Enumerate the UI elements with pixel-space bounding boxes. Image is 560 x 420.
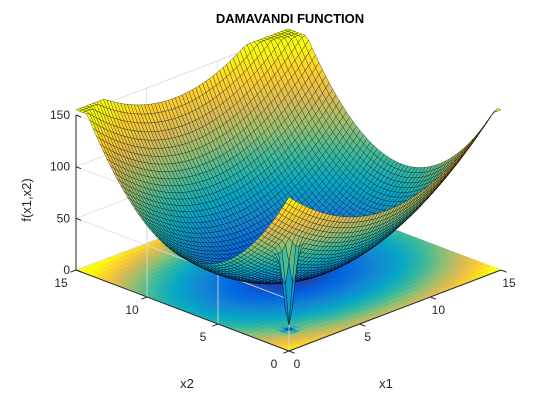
x-tick-mark: [430, 296, 437, 300]
z-tick-mark: [75, 217, 82, 221]
x-tick-mark: [500, 269, 507, 273]
y-tick-mark: [283, 350, 290, 354]
axes: [70, 114, 507, 354]
z-grid-line-left: [75, 217, 290, 300]
y-tick-mark: [212, 323, 219, 327]
z-tick-mark: [75, 269, 82, 273]
x-tick-mark: [359, 323, 366, 327]
x-tick-mark: [288, 350, 295, 354]
surface-cell: [487, 112, 495, 122]
y-tick-mark: [141, 296, 148, 300]
y-tick-mark: [70, 269, 77, 273]
surface-cell: [490, 110, 498, 117]
y-axis-line: [75, 269, 290, 352]
x-axis-line: [288, 269, 502, 352]
z-tick-mark: [75, 166, 82, 170]
z-tick-mark: [75, 114, 82, 118]
surface-mesh: [75, 28, 502, 325]
